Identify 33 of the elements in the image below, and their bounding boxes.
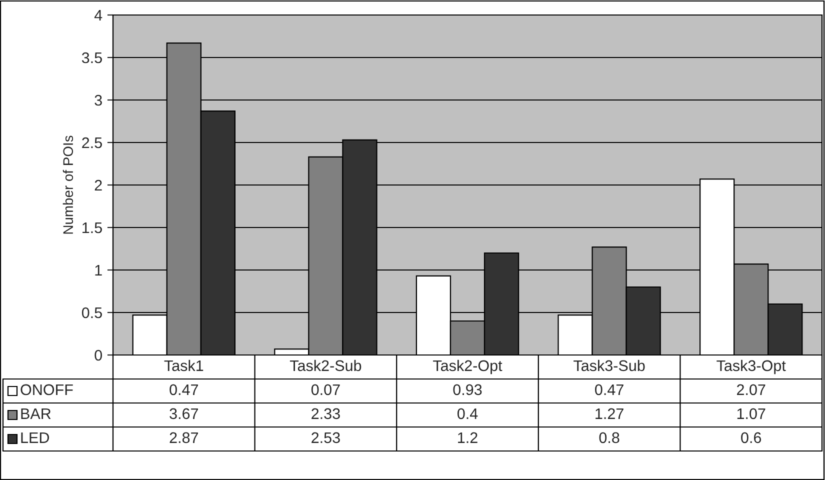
- data-label: 1.07: [737, 408, 766, 420]
- x-tick-label: Task2-Opt: [433, 360, 502, 374]
- legend-label: BAR: [21, 408, 51, 419]
- data-label: 0.4: [457, 408, 478, 420]
- data-label: 1.2: [458, 432, 478, 443]
- data-label: 0.8: [599, 432, 620, 444]
- data-label: 0.93: [453, 384, 482, 396]
- data-label: 2.53: [312, 432, 340, 444]
- y-tick-label: 2: [94, 180, 102, 191]
- data-label: 2.07: [737, 384, 766, 396]
- y-tick-label: 4: [94, 10, 102, 21]
- y-tick-label: 1.5: [82, 222, 102, 234]
- y-axis-title: Number of POIs: [62, 136, 74, 234]
- y-tick-label: 3.5: [82, 52, 102, 64]
- legend-label: ONOFF: [20, 384, 73, 396]
- x-tick-label: Task2-Sub: [290, 360, 362, 372]
- y-tick-label: 2.5: [82, 137, 102, 148]
- data-label: 2.87: [170, 432, 198, 444]
- x-tick-label: Task3-Opt: [716, 360, 786, 374]
- data-label: 2.33: [312, 408, 340, 420]
- y-tick-label: 0.5: [82, 307, 102, 318]
- y-tick-label: 3: [94, 94, 102, 106]
- legend-label: LED: [21, 432, 49, 443]
- data-label: 0.6: [741, 432, 762, 444]
- data-label: 0.07: [311, 384, 340, 396]
- x-tick-label: Task1: [164, 360, 204, 372]
- data-label: 3.67: [170, 408, 198, 420]
- data-label: 0.47: [170, 384, 198, 396]
- y-tick-label: 0: [94, 350, 102, 361]
- y-tick-label: 1: [95, 265, 102, 276]
- x-tick-label: Task3-Sub: [574, 360, 645, 372]
- data-label: 0.47: [595, 384, 624, 396]
- data-label: 1.27: [596, 408, 624, 419]
